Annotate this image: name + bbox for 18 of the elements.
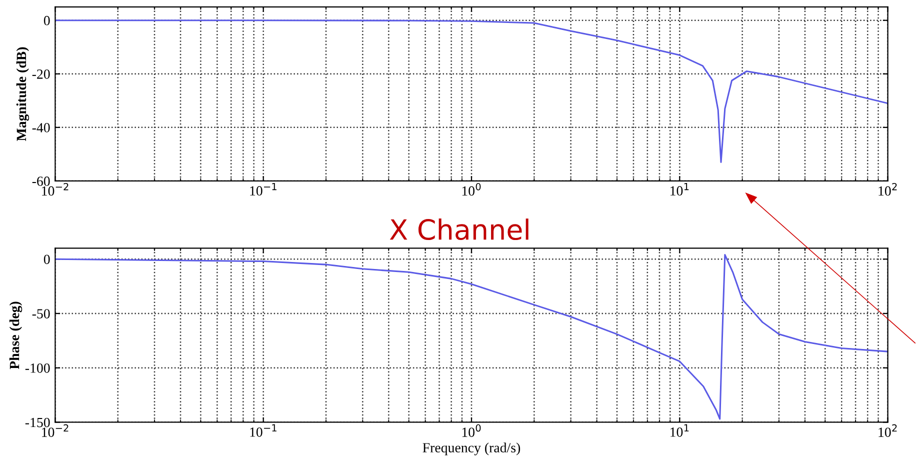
y-tick-label: -40 xyxy=(32,123,50,132)
y-tick-label: -100 xyxy=(25,363,50,373)
y-axis-title: Phase (deg) xyxy=(9,302,22,370)
y-tick-label: -50 xyxy=(32,309,50,318)
x-tick-label: 10$^{2}$ xyxy=(878,424,897,437)
x-tick-label: 10$^{1}$ xyxy=(670,424,689,437)
x-tick-label: 10$^{−1}$ xyxy=(250,183,276,196)
x-tick-label: 10$^{−1}$ xyxy=(250,424,276,437)
x-tick-label: 10$^{1}$ xyxy=(670,183,689,196)
y-tick-label: 0 xyxy=(44,254,50,264)
x-tick-label: 10$^{0}$ xyxy=(462,424,481,437)
y-tick-label: -20 xyxy=(32,69,50,79)
y-axis-title: Magnitude (dB) xyxy=(16,47,30,141)
x-tick-label: 10$^{0}$ xyxy=(462,183,481,196)
y-tick-label: 0 xyxy=(44,16,50,26)
text: X Channel xyxy=(390,218,528,240)
x-axis-title: Frequency (rad/s) xyxy=(422,442,520,456)
x-tick-label: 10$^{2}$ xyxy=(878,183,897,196)
